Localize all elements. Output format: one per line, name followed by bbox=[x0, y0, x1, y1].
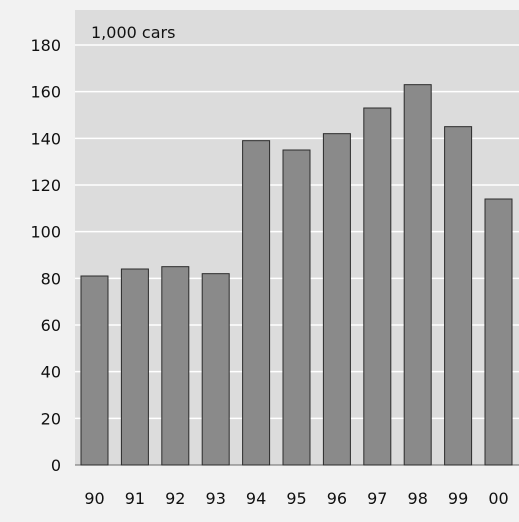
bar-90 bbox=[80, 275, 109, 466]
y-tick-label: 20 bbox=[41, 409, 61, 428]
x-axis-ticks: 90 91 92 93 94 95 96 97 98 99 00 bbox=[84, 489, 508, 508]
x-tick-label-93: 93 bbox=[206, 489, 226, 508]
bar-94 bbox=[242, 140, 271, 466]
bar-98 bbox=[403, 84, 432, 466]
y-tick-label: 40 bbox=[41, 363, 61, 382]
bar-91 bbox=[120, 268, 149, 466]
x-tick-label-98: 98 bbox=[408, 489, 428, 508]
x-tick-label-91: 91 bbox=[125, 489, 145, 508]
bars bbox=[80, 84, 513, 466]
x-tick-label-96: 96 bbox=[327, 489, 347, 508]
bar-99 bbox=[444, 126, 473, 466]
x-tick-label-00: 00 bbox=[488, 489, 508, 508]
x-tick-label-94: 94 bbox=[246, 489, 266, 508]
y-axis-unit-label: 1,000 cars bbox=[91, 23, 175, 42]
bar-93 bbox=[201, 273, 230, 466]
bar-96 bbox=[322, 133, 351, 466]
y-tick-label: 140 bbox=[30, 129, 61, 148]
x-tick-label-95: 95 bbox=[286, 489, 306, 508]
y-tick-label: 120 bbox=[30, 176, 61, 195]
bar-00 bbox=[484, 198, 513, 466]
x-tick-label-97: 97 bbox=[367, 489, 387, 508]
bar-97 bbox=[363, 107, 392, 466]
y-tick-label: 100 bbox=[30, 223, 61, 242]
x-tick-label-90: 90 bbox=[84, 489, 104, 508]
bar-92 bbox=[161, 266, 190, 466]
y-tick-label: 0 bbox=[51, 456, 61, 475]
y-axis-ticks: 0 20 40 60 80 100 120 140 160 180 bbox=[30, 36, 61, 475]
y-tick-label: 160 bbox=[30, 83, 61, 102]
y-tick-label: 80 bbox=[41, 269, 61, 288]
x-tick-label-99: 99 bbox=[448, 489, 468, 508]
x-tick-label-92: 92 bbox=[165, 489, 185, 508]
y-tick-label: 180 bbox=[30, 36, 61, 55]
bar-95 bbox=[282, 149, 311, 466]
y-tick-label: 60 bbox=[41, 316, 61, 335]
